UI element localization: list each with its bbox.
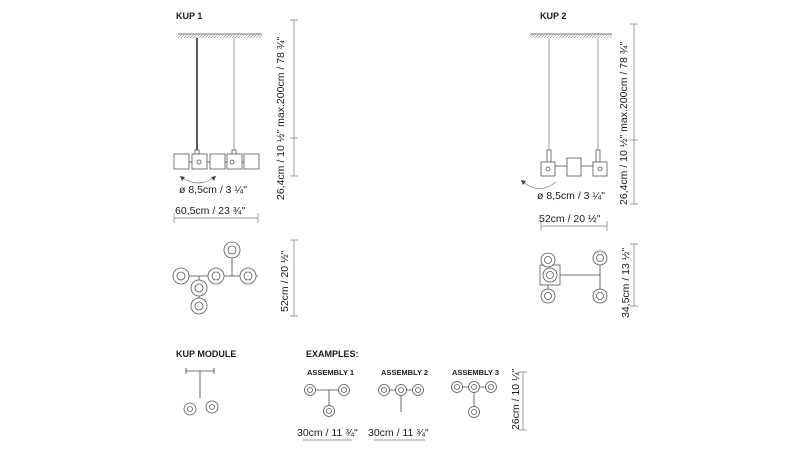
lamp-cup-icon — [378, 384, 390, 396]
kup2-title: KUP 2 — [540, 11, 566, 21]
assembly3-label: ASSEMBLY 3 — [452, 368, 499, 377]
kup1-rotation-arrow-icon — [179, 175, 217, 184]
kup1-depth-dimension — [290, 239, 298, 317]
kup2-diameter-dim: ø 8,5cm / 3 ¼" — [537, 190, 605, 202]
assembly2-width-dim: 30cm / 11 ¾" — [368, 427, 429, 439]
lamp-cup-icon — [468, 381, 480, 393]
lamp-cup-icon — [172, 267, 190, 285]
lamp-cup-icon — [226, 153, 243, 170]
lamp-cup-icon — [183, 402, 197, 416]
examples-height-dimension — [519, 371, 527, 431]
kup2-lamp-body — [540, 149, 608, 177]
lamp-cup-icon — [566, 157, 582, 177]
lamp-cup-icon — [190, 279, 208, 297]
assembly2-drawing — [378, 384, 424, 412]
lamp-cup-icon — [243, 153, 260, 170]
lamp-cup-icon — [451, 381, 463, 393]
kup2-width-dim: 52cm / 20 ½" — [539, 213, 601, 225]
assembly1-drawing — [304, 384, 350, 417]
kup1-height-dimension — [290, 19, 298, 177]
examples-height-dim: 26cm / 10 ¼" — [510, 368, 522, 430]
kup2-depth-dimension — [630, 243, 638, 307]
lamp-cup-icon — [542, 267, 558, 283]
lamp-cup-icon — [304, 384, 316, 396]
kup1-top-view — [172, 241, 258, 315]
lamp-cup-icon — [412, 384, 424, 396]
lamp-cup-icon — [207, 267, 225, 285]
lamp-cup-icon — [540, 288, 556, 304]
lamp-cup-icon — [205, 400, 219, 414]
kup1-height-dim: 26,4cm / 10 ½" max.200cm / 78 ¾" — [275, 36, 287, 200]
kup2-top-view — [539, 250, 608, 304]
assembly1-width-dim: 30cm / 11 ¾" — [297, 427, 358, 439]
kup2-depth-dim: 34,5cm / 13 ½" — [620, 247, 632, 318]
assembly3-drawing — [451, 381, 497, 418]
module-title: KUP MODULE — [176, 349, 236, 359]
lamp-cup-icon — [592, 250, 608, 266]
lamp-cup-icon — [209, 153, 226, 170]
lamp-cup-icon — [395, 384, 407, 396]
kup1-diameter-dim: ø 8,5cm / 3 ¼" — [179, 184, 247, 196]
kup1-ceiling-canopy-icon — [178, 33, 262, 38]
lamp-cup-icon — [173, 153, 190, 170]
kup1-lamp-body — [173, 149, 260, 170]
lamp-cup-icon — [592, 288, 608, 304]
lamp-cup-icon — [239, 267, 257, 285]
module-drawing — [183, 368, 219, 416]
kup2-height-dimension — [630, 23, 638, 205]
kup1-depth-dim: 52cm / 20 ½" — [279, 250, 291, 312]
assembly1-label: ASSEMBLY 1 — [307, 368, 354, 377]
assembly2-label: ASSEMBLY 2 — [381, 368, 428, 377]
kup1-width-dim: 60,5cm / 23 ¾" — [175, 205, 246, 217]
kup2-width-dimension — [540, 221, 608, 231]
lamp-cup-icon — [323, 405, 335, 417]
kup2-height-dim: 26,4cm / 10 ½" max.200cm / 78 ¾" — [618, 41, 630, 205]
lamp-cup-icon — [468, 406, 480, 418]
lamp-cup-icon — [540, 252, 556, 268]
kup2-rotation-arrow-icon — [520, 179, 557, 189]
kup1-width-dimension — [173, 213, 259, 223]
lamp-cup-icon — [223, 241, 241, 259]
lamp-cup-icon — [190, 297, 208, 315]
lamp-cup-icon — [338, 384, 350, 396]
kup1-title: KUP 1 — [176, 11, 202, 21]
kup2-ceiling-canopy-icon — [530, 33, 612, 38]
examples-title: EXAMPLES: — [306, 349, 359, 359]
lamp-cup-icon — [485, 381, 497, 393]
